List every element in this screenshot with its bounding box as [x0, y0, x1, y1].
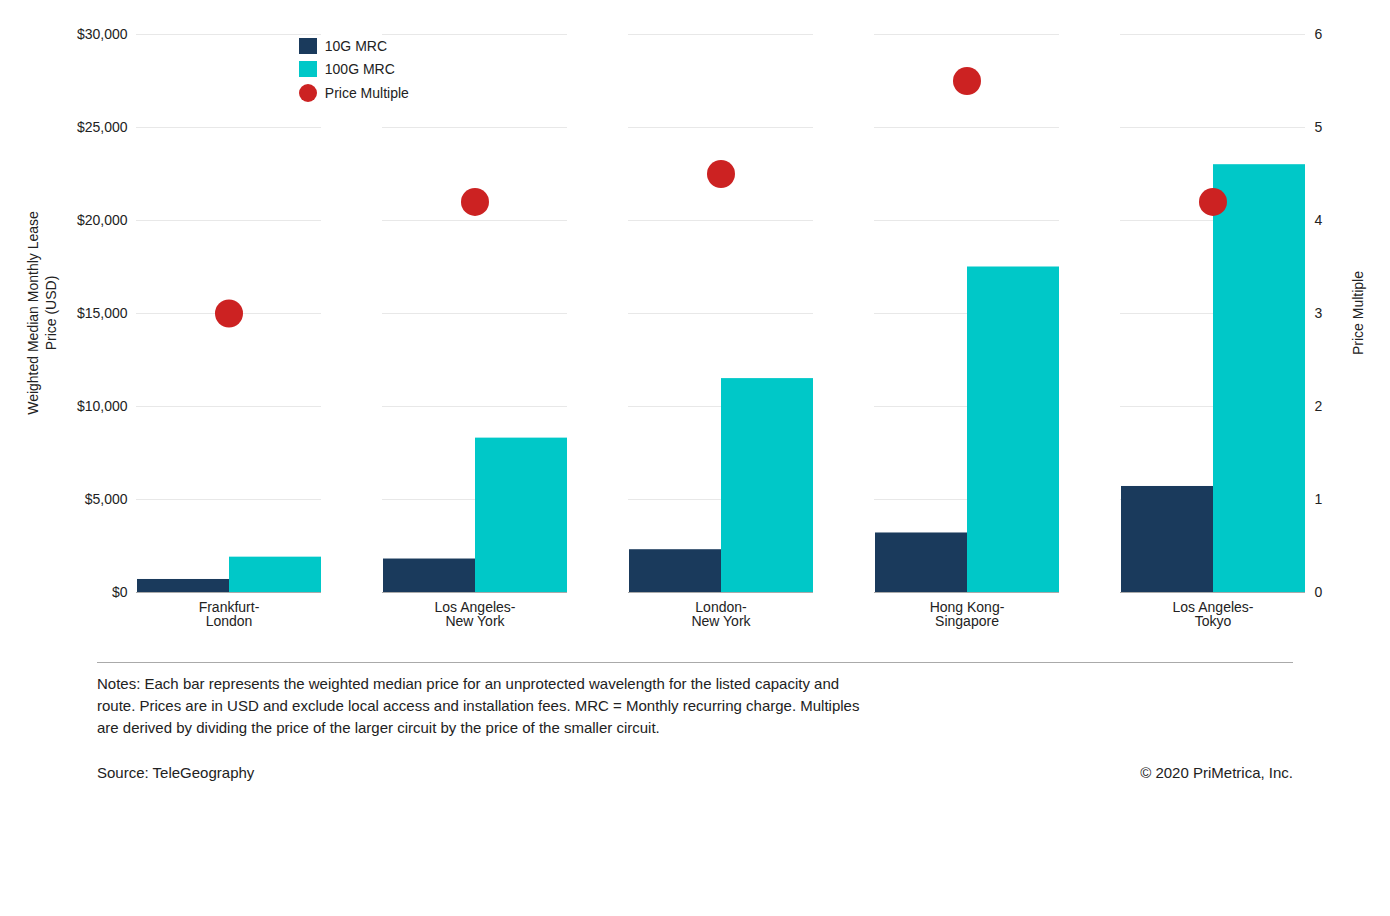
html-text:10G MRC: 10G MRC [324, 38, 387, 54]
svg-text:1: 1 [1315, 491, 1323, 507]
svg-text:Frankfurt-London: Frankfurt-London [199, 599, 260, 629]
svg-text:$20,000: $20,000 [77, 212, 128, 228]
svg-text:2: 2 [1315, 398, 1323, 414]
svg-text:$10,000: $10,000 [77, 398, 128, 414]
svg-text:0: 0 [1315, 584, 1323, 600]
svg-text:$5,000: $5,000 [85, 491, 128, 507]
html-text:Weighted Median Monthly Lease: Weighted Median Monthly Lease Price (USD… [24, 211, 59, 415]
svg-text:$25,000: $25,000 [77, 119, 128, 135]
html-text:Notes: Each bar represents the: Notes: Each bar represents the weighted … [97, 675, 840, 692]
svg-text:London-New York: London-New York [691, 599, 751, 629]
html-text:are derived by dividing the pr: are derived by dividing the price of the… [97, 718, 660, 736]
svg-text:Los Angeles-New York: Los Angeles-New York [435, 599, 516, 629]
html-text:Source: TeleGeography: Source: TeleGeography [97, 764, 255, 782]
html-text:route. Prices are in USD and e: route. Prices are in USD and exclude loc… [97, 696, 860, 714]
html-text:Price Multiple: Price Multiple [1349, 271, 1366, 355]
svg-text:Los Angeles-Tokyo: Los Angeles-Tokyo [1173, 599, 1254, 629]
svg-text:Hong Kong-Singapore: Hong Kong-Singapore [930, 599, 1005, 629]
svg-text:$0: $0 [112, 584, 128, 600]
html-text:© 2020 PriMetrica, Inc.: © 2020 PriMetrica, Inc. [1140, 764, 1293, 782]
svg-text:$30,000: $30,000 [77, 26, 128, 42]
svg-text:4: 4 [1315, 212, 1323, 228]
svg-text:$15,000: $15,000 [77, 305, 128, 321]
svg-text:6: 6 [1315, 26, 1323, 42]
html-text:Price Multiple: Price Multiple [324, 85, 409, 101]
html-text:100G MRC: 100G MRC [324, 61, 395, 77]
svg-text:3: 3 [1315, 305, 1323, 321]
svg-text:5: 5 [1315, 119, 1323, 135]
